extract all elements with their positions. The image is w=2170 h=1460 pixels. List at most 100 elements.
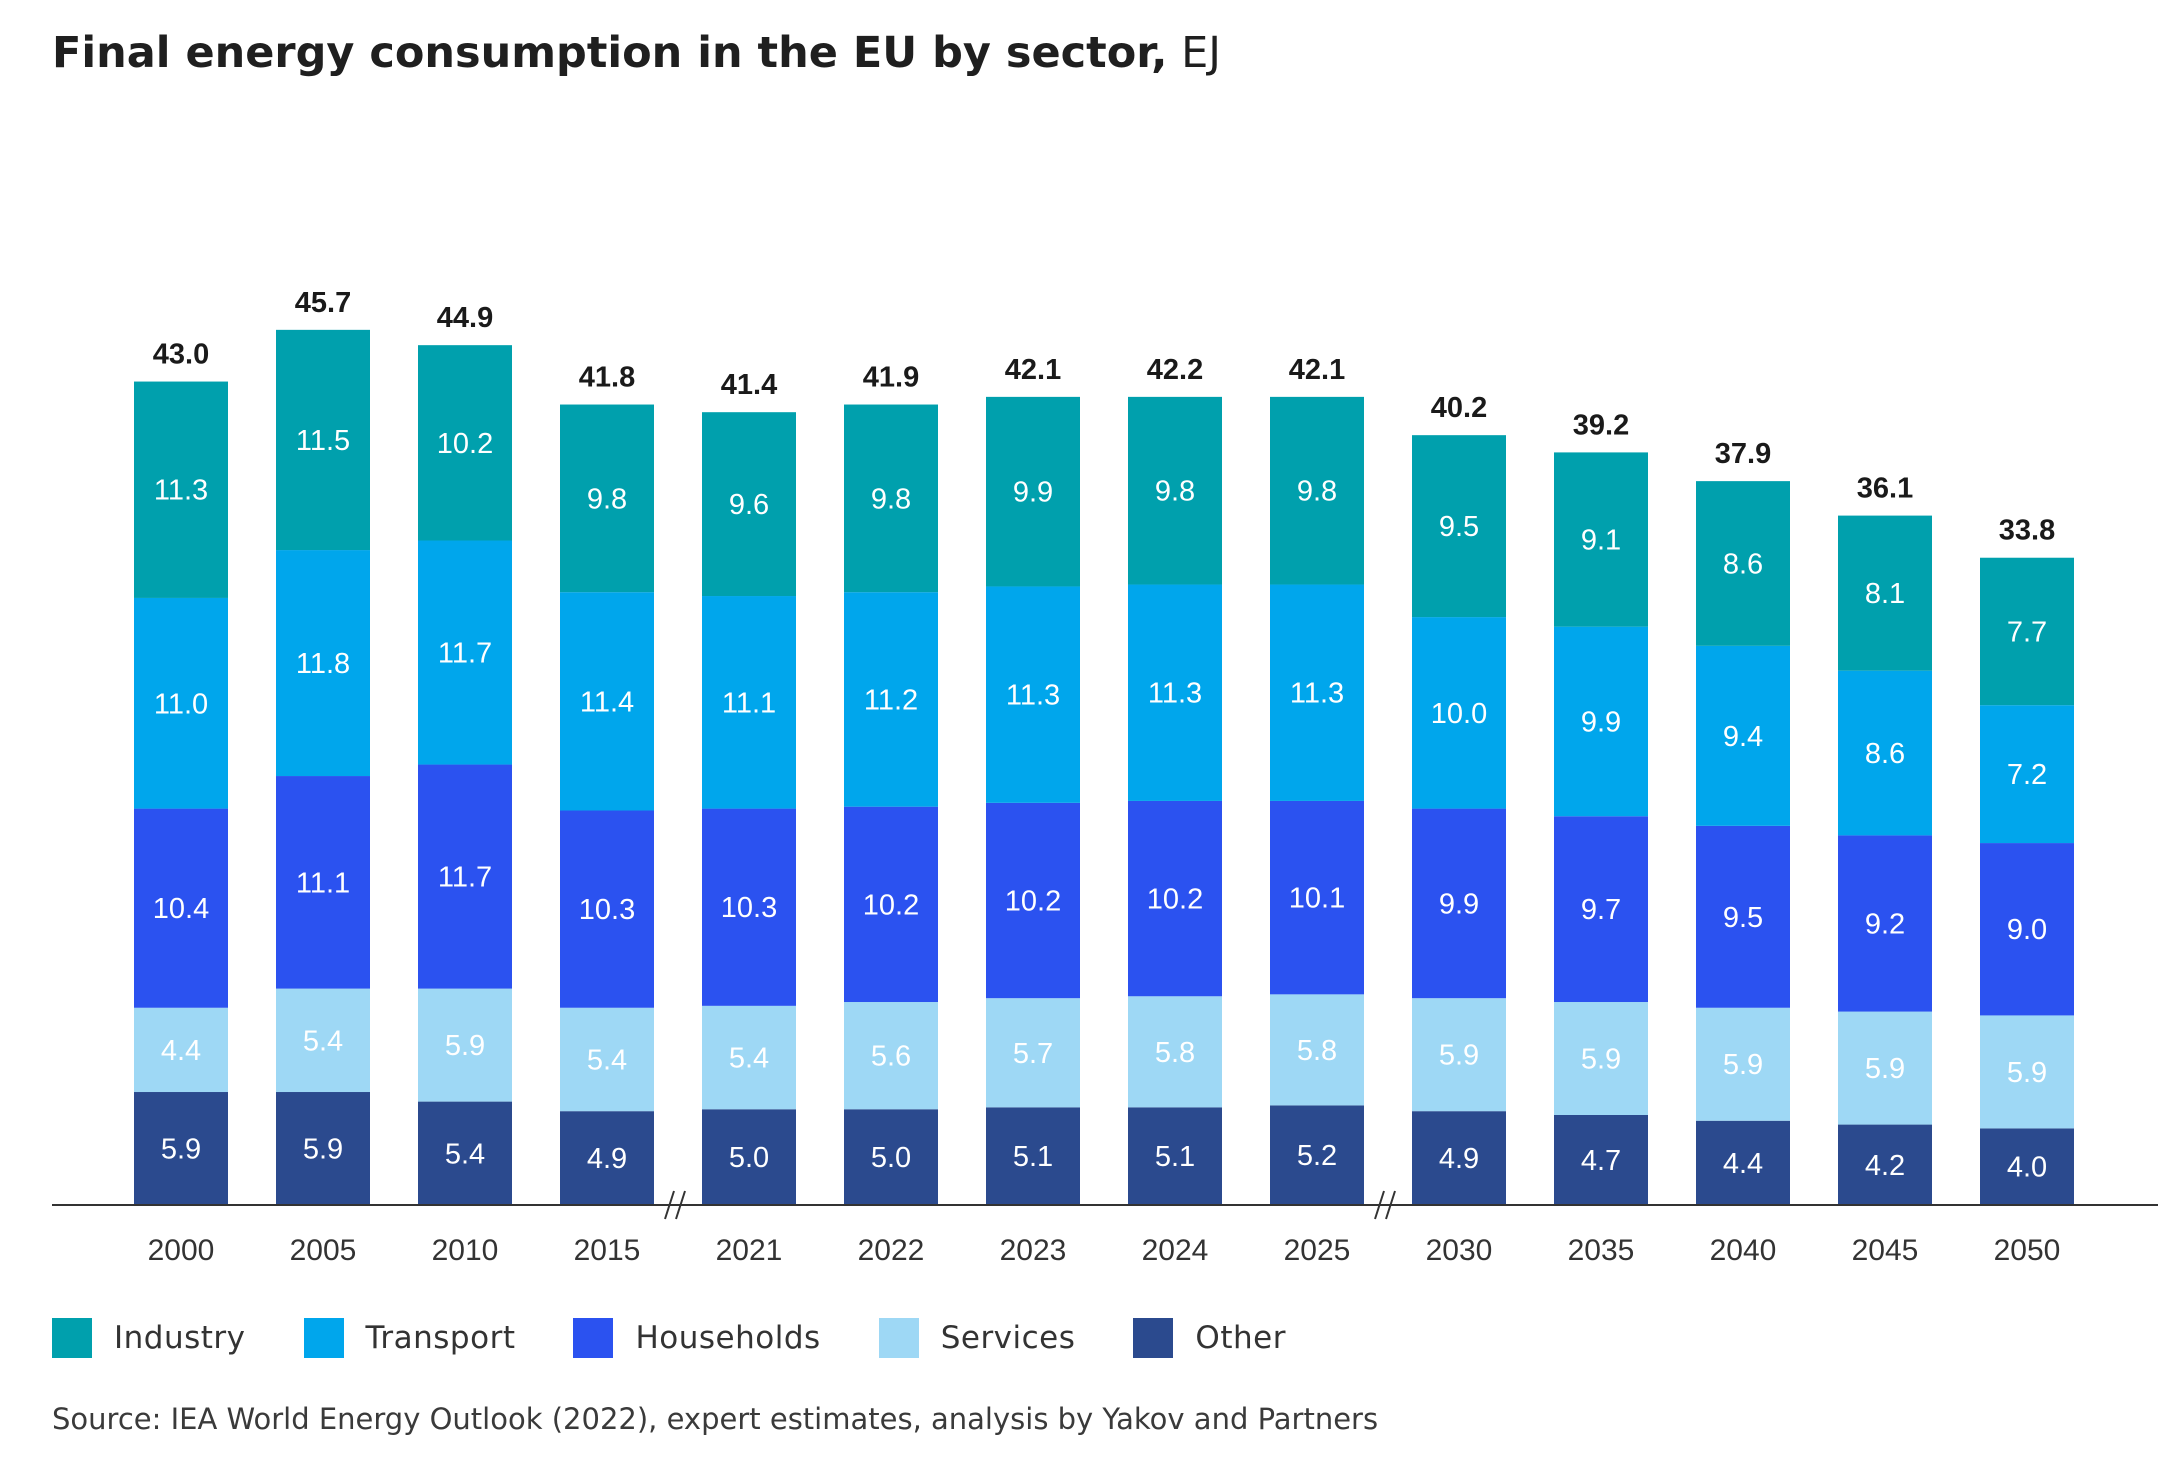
bar-segment-other-2000 (134, 1092, 228, 1205)
bar-segment-industry-2050 (1980, 557, 2074, 706)
value-label-industry-2025: 9.8 (1297, 476, 1337, 508)
value-label-services-2045: 5.9 (1865, 1053, 1905, 1085)
legend-item-households: Households (573, 1318, 820, 1358)
value-label-other-2021: 5.0 (729, 1142, 769, 1174)
bar-segment-transport-2022 (844, 592, 938, 807)
legend-item-industry: Industry (52, 1318, 246, 1358)
total-label-2040: 37.9 (1715, 438, 1771, 470)
bar-segment-industry-2045 (1838, 515, 1932, 671)
bar-segment-transport-2030 (1412, 617, 1506, 809)
x-tick-label-2023: 2023 (1000, 1234, 1067, 1267)
value-label-services-2000: 4.4 (161, 1035, 201, 1067)
total-label-2022: 41.9 (863, 362, 919, 394)
value-label-households-2010: 11.7 (438, 862, 492, 894)
axis-break-mark-2-a (1374, 1190, 1385, 1220)
bar-segment-services-2023 (986, 998, 1080, 1108)
source-note: Source: IEA World Energy Outlook (2022),… (52, 1402, 1379, 1436)
legend-swatch-other (1133, 1318, 1174, 1358)
value-label-households-2040: 9.5 (1723, 902, 1763, 934)
value-label-households-2035: 9.7 (1581, 894, 1621, 926)
bar-segment-households-2000 (134, 808, 228, 1008)
chart-title: Final energy consumption in the EU by se… (52, 28, 1221, 78)
value-label-other-2024: 5.1 (1155, 1141, 1195, 1173)
bar-segment-transport-2024 (1128, 584, 1222, 801)
axis-break-mark-1-b (675, 1190, 686, 1220)
value-label-industry-2024: 9.8 (1155, 476, 1195, 508)
bar-segment-transport-2045 (1838, 670, 1932, 836)
bar-segment-transport-2021 (702, 596, 796, 809)
value-label-households-2021: 10.3 (721, 892, 777, 924)
bar-segment-other-2040 (1696, 1120, 1790, 1205)
bar-segment-industry-2015 (560, 404, 654, 593)
value-label-other-2010: 5.4 (445, 1138, 485, 1170)
bar-segment-transport-2000 (134, 597, 228, 809)
bar-segment-transport-2010 (418, 540, 512, 765)
bar-segment-other-2021 (702, 1109, 796, 1205)
value-label-households-2000: 10.4 (153, 893, 209, 925)
value-label-households-2022: 10.2 (863, 889, 919, 921)
bar-segment-services-2015 (560, 1007, 654, 1112)
legend-swatch-households (573, 1318, 614, 1358)
value-label-transport-2000: 11.0 (154, 688, 208, 720)
bar-segment-households-2025 (1270, 800, 1364, 995)
value-label-other-2000: 5.9 (161, 1134, 201, 1166)
value-label-services-2015: 5.4 (587, 1044, 627, 1076)
value-label-industry-2045: 8.1 (1865, 578, 1905, 610)
value-label-other-2022: 5.0 (871, 1142, 911, 1174)
bar-segment-other-2045 (1838, 1124, 1932, 1205)
legend-label-households: Households (635, 1320, 821, 1356)
value-label-other-2030: 4.9 (1439, 1143, 1479, 1175)
value-label-transport-2022: 11.2 (864, 684, 918, 716)
value-label-transport-2035: 9.9 (1581, 706, 1621, 738)
legend-label-services: Services (940, 1320, 1076, 1356)
bar-segment-industry-2010 (418, 345, 512, 541)
value-label-transport-2040: 9.4 (1723, 721, 1763, 753)
total-label-2030: 40.2 (1431, 392, 1487, 424)
bar-segment-transport-2005 (276, 550, 370, 777)
total-label-2015: 41.8 (579, 362, 635, 394)
bar-segment-services-2035 (1554, 1002, 1648, 1115)
bar-segment-transport-2025 (1270, 584, 1364, 801)
value-label-services-2024: 5.8 (1155, 1037, 1195, 1069)
legend-item-other: Other (1133, 1318, 1286, 1358)
value-label-industry-2035: 9.1 (1581, 525, 1621, 557)
value-label-services-2040: 5.9 (1723, 1049, 1763, 1081)
bar-segment-households-2023 (986, 802, 1080, 999)
bar-segment-other-2023 (986, 1107, 1080, 1205)
x-tick-label-2021: 2021 (716, 1234, 783, 1267)
value-label-industry-2022: 9.8 (871, 483, 911, 515)
bar-segment-households-2022 (844, 806, 938, 1003)
value-label-other-2015: 4.9 (587, 1143, 627, 1175)
total-label-2035: 39.2 (1573, 409, 1629, 441)
bar-segment-households-2040 (1696, 825, 1790, 1008)
value-label-services-2025: 5.8 (1297, 1035, 1337, 1067)
bar-segment-households-2045 (1838, 835, 1932, 1012)
x-tick-label-2005: 2005 (290, 1234, 357, 1267)
x-tick-label-2010: 2010 (432, 1234, 499, 1267)
legend-label-transport: Transport (365, 1320, 516, 1356)
value-label-other-2005: 5.9 (303, 1134, 343, 1166)
bar-segment-other-2050 (1980, 1128, 2074, 1205)
value-label-transport-2025: 11.3 (1290, 678, 1344, 710)
chart-title-unit: EJ (1181, 28, 1221, 78)
value-label-transport-2030: 10.0 (1431, 698, 1487, 730)
x-tick-label-2024: 2024 (1142, 1234, 1209, 1267)
value-label-transport-2024: 11.3 (1148, 678, 1202, 710)
value-label-industry-2015: 9.8 (587, 483, 627, 515)
bar-segment-services-2030 (1412, 998, 1506, 1112)
bar-segment-services-2021 (702, 1005, 796, 1110)
axis-break-mark-1-a (664, 1190, 675, 1220)
bar-segment-industry-2025 (1270, 396, 1364, 585)
bar-segment-industry-2005 (276, 329, 370, 551)
value-label-industry-2000: 11.3 (154, 475, 208, 507)
bar-segment-other-2030 (1412, 1111, 1506, 1205)
bar-segment-households-2015 (560, 810, 654, 1008)
bar-segment-industry-2040 (1696, 481, 1790, 646)
total-label-2045: 36.1 (1857, 473, 1913, 505)
bar-segment-services-2024 (1128, 996, 1222, 1108)
value-label-services-2010: 5.9 (445, 1030, 485, 1062)
value-label-services-2005: 5.4 (303, 1025, 343, 1057)
value-label-services-2030: 5.9 (1439, 1040, 1479, 1072)
legend-label-other: Other (1195, 1320, 1286, 1356)
x-tick-label-2022: 2022 (858, 1234, 925, 1267)
